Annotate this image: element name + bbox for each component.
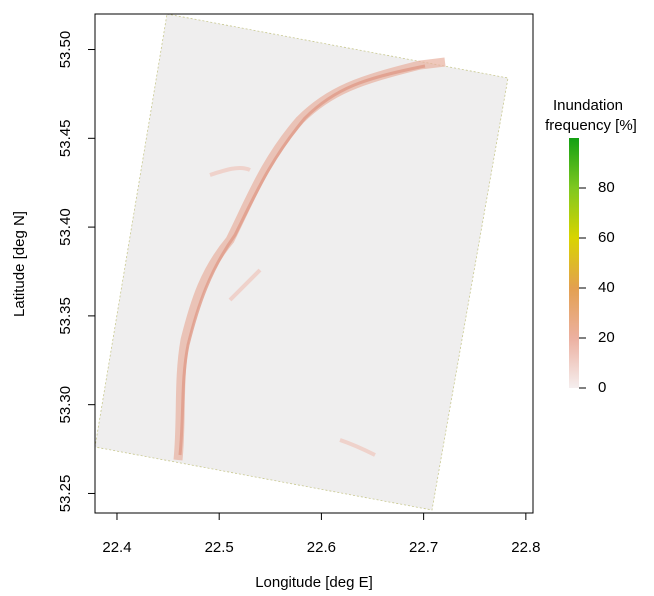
x-tick-label: 22.7 — [409, 539, 438, 556]
plot-frame — [94, 13, 534, 514]
x-tick-label: 22.4 — [102, 539, 131, 556]
colorbar-tick-label: 40 — [598, 279, 615, 296]
raster — [94, 13, 509, 511]
colorbar-tick-label: 0 — [598, 379, 606, 396]
y-tick-label: 53.40 — [57, 208, 74, 246]
y-tick-label: 53.25 — [57, 475, 74, 513]
colorbar-tick-label: 80 — [598, 179, 615, 196]
inundation-zone — [178, 64, 426, 456]
raster-footprint — [94, 13, 509, 511]
colorbar-tick-label: 20 — [598, 329, 615, 346]
colorbar-tick-label: 60 — [598, 229, 615, 246]
y-tick-label: 53.30 — [57, 386, 74, 424]
x-tick-label: 22.6 — [307, 539, 336, 556]
x-tick-label: 22.8 — [511, 539, 540, 556]
colorbar — [569, 138, 579, 388]
colorbar-title: frequency [%] — [545, 117, 637, 134]
y-tick-label: 53.50 — [57, 31, 74, 69]
inundation-patch — [209, 165, 376, 457]
colorbar-title: Inundation — [553, 97, 623, 114]
y-tick-label: 53.35 — [57, 297, 74, 335]
x-tick-label: 22.5 — [205, 539, 234, 556]
y-tick-label: 53.45 — [57, 120, 74, 158]
y-axis-label: Latitude [deg N] — [11, 211, 28, 317]
x-axis-label: Longitude [deg E] — [255, 574, 373, 591]
